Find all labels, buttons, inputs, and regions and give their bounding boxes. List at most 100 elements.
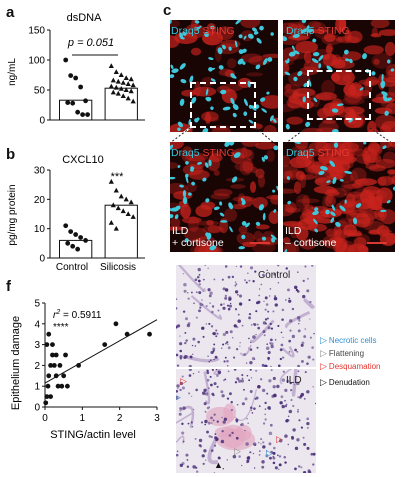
cell-nucleus: [179, 388, 182, 392]
cell-nucleus: [206, 371, 210, 375]
cell-nucleus: [309, 318, 311, 320]
nucleus: [182, 32, 187, 36]
nucleus: [255, 221, 261, 226]
cell-nucleus: [213, 413, 216, 416]
cell-nucleus: [186, 458, 189, 461]
sting-signal: [351, 182, 362, 188]
sting-signal: [324, 194, 336, 208]
legend-necrotic-icon: ▷: [320, 335, 327, 345]
cell-nucleus: [231, 275, 235, 279]
nucleus: [314, 228, 319, 233]
sting-signal: [286, 97, 303, 109]
nucleus: [344, 199, 347, 204]
cell-nucleus: [264, 413, 267, 416]
nucleus: [189, 75, 194, 83]
necrotic-arrow-icon: ▷: [176, 392, 181, 402]
nucleus: [180, 79, 187, 84]
cell-nucleus: [253, 407, 256, 410]
cell-nucleus: [190, 421, 193, 424]
sting-signal: [317, 155, 325, 162]
cell-nucleus: [235, 436, 239, 440]
cell-nucleus: [229, 302, 232, 305]
chart-f-xtick-label: 2: [117, 413, 123, 424]
cell-nucleus: [222, 343, 225, 346]
sting-signal: [354, 153, 378, 165]
chart-b-point-silicosis: [108, 178, 114, 184]
cell-nucleus: [262, 273, 265, 277]
sting-signal: [325, 45, 333, 55]
sting-signal: [297, 198, 320, 204]
cell-nucleus: [213, 358, 215, 361]
chart-b-ytick-label: 30: [34, 166, 46, 177]
cell-nucleus: [260, 438, 263, 441]
sting-signal: [370, 20, 390, 29]
nucleus: [325, 209, 330, 215]
cell-nucleus: [241, 464, 243, 467]
cell-nucleus: [311, 265, 314, 267]
cell-nucleus: [304, 265, 307, 268]
chart-a-pvalue: p = 0.051: [67, 37, 114, 49]
cell-nucleus: [181, 431, 185, 435]
sting-signal: [366, 189, 388, 200]
cell-nucleus: [184, 331, 187, 334]
sting-signal: [239, 160, 253, 176]
eosinophilic-region: [235, 424, 252, 441]
chart-a-point-silicosis: [108, 83, 114, 89]
nucleus: [293, 142, 301, 144]
cell-nucleus: [226, 341, 229, 344]
chart-f-r2: r2 = 0.5911: [53, 309, 102, 321]
cell-nucleus: [304, 328, 306, 330]
cell-nucleus: [238, 294, 243, 298]
chart-f-point: [48, 363, 53, 368]
cell-nucleus: [302, 436, 305, 439]
cell-nucleus: [211, 422, 213, 424]
nucleus: [273, 118, 277, 123]
cell-nucleus: [248, 279, 251, 282]
sting-signal: [388, 142, 395, 148]
chart-b-bar-silicosis: [104, 204, 138, 259]
nucleus: [204, 31, 209, 38]
cell-nucleus: [284, 399, 286, 402]
cell-nucleus: [235, 347, 239, 351]
chart-f-point: [65, 383, 70, 389]
cell-nucleus: [213, 382, 217, 386]
cell-nucleus: [198, 309, 201, 313]
sting-signal: [334, 209, 353, 214]
sting-signal: [349, 84, 363, 91]
cell-nucleus: [235, 420, 239, 423]
nucleus: [312, 38, 317, 43]
cell-nucleus: [183, 289, 187, 293]
chart-a-point-silicosis: [128, 76, 134, 82]
sting-signal: [238, 225, 248, 234]
cell-nucleus: [262, 321, 267, 325]
chart-b-point-control: [70, 243, 76, 249]
nucleus: [245, 222, 250, 228]
cell-nucleus: [294, 446, 299, 451]
cell-nucleus: [222, 420, 226, 424]
cell-nucleus: [210, 325, 214, 328]
nucleus: [171, 68, 179, 73]
chart-b-point-control: [75, 246, 81, 252]
cell-nucleus: [191, 425, 194, 428]
sting-signal: [207, 225, 222, 233]
sting-signal: [246, 72, 264, 77]
sting-signal: [283, 237, 291, 244]
nucleus: [355, 203, 362, 208]
nucleus: [390, 68, 395, 72]
sting-signal: [300, 172, 307, 189]
sting-signal: [323, 33, 336, 43]
sting-signal: [322, 53, 338, 67]
chart-b-point-silicosis: [115, 205, 121, 211]
sting-signal: [253, 230, 263, 241]
nucleus: [259, 25, 264, 31]
histology-control: Control: [176, 265, 316, 367]
cell-nucleus: [224, 356, 227, 359]
nucleus: [202, 177, 207, 182]
cell-nucleus: [287, 443, 290, 446]
nucleus: [206, 232, 212, 240]
cell-nucleus: [197, 340, 200, 344]
nucleus: [210, 25, 215, 30]
cell-nucleus: [290, 389, 293, 392]
cell-nucleus: [268, 295, 271, 297]
cell-nucleus: [212, 332, 215, 335]
